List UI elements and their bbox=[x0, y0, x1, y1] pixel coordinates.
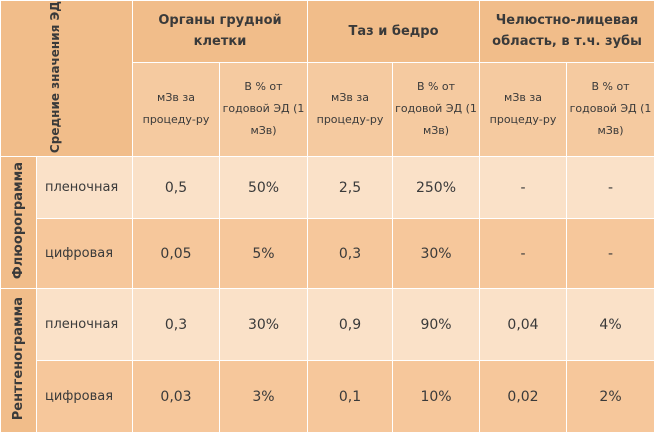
table-row: цифровая 0,05 5% 0,3 30% - - bbox=[1, 219, 654, 289]
group-header-maxillofacial: Челюстно-лицевая область, в т.ч. зубы bbox=[480, 1, 654, 63]
section-label-fluorography: Флюорограмма bbox=[1, 157, 37, 289]
value-cell: 10% bbox=[393, 361, 480, 433]
value-cell: - bbox=[480, 219, 567, 289]
group-header-pelvis: Таз и бедро bbox=[308, 1, 480, 63]
value-cell: - bbox=[567, 157, 654, 219]
value-cell: 0,1 bbox=[308, 361, 393, 433]
corner-label: Средние значения ЭД bbox=[48, 1, 86, 153]
subheader-percent-annual: В % от годовой ЭД (1 мЗв) bbox=[567, 62, 654, 157]
value-cell: 0,3 bbox=[308, 219, 393, 289]
value-cell: - bbox=[567, 219, 654, 289]
table-row: Рентгенограмма пленочная 0,3 30% 0,9 90%… bbox=[1, 289, 654, 361]
value-cell: 0,03 bbox=[133, 361, 220, 433]
group-header-chest: Органы грудной клетки bbox=[133, 1, 308, 63]
section-label-text: Рентгенограмма bbox=[11, 297, 26, 420]
table-row: цифровая 0,03 3% 0,1 10% 0,02 2% bbox=[1, 361, 654, 433]
page: Средние значения ЭД Органы грудной клетк… bbox=[0, 0, 654, 423]
row-type-label: цифровая bbox=[37, 219, 133, 289]
value-cell: 30% bbox=[220, 289, 308, 361]
value-cell: 0,04 bbox=[480, 289, 567, 361]
value-cell: 0,05 bbox=[133, 219, 220, 289]
value-cell: 3% bbox=[220, 361, 308, 433]
subheader-percent-annual: В % от годовой ЭД (1 мЗв) bbox=[393, 62, 480, 157]
value-cell: 0,9 bbox=[308, 289, 393, 361]
section-label-radiography: Рентгенограмма bbox=[1, 289, 37, 433]
value-cell: - bbox=[480, 157, 567, 219]
subheader-per-procedure: мЗв за процеду-ру bbox=[480, 62, 567, 157]
value-cell: 50% bbox=[220, 157, 308, 219]
value-cell: 250% bbox=[393, 157, 480, 219]
value-cell: 0,02 bbox=[480, 361, 567, 433]
value-cell: 5% bbox=[220, 219, 308, 289]
subheader-percent-annual: В % от годовой ЭД (1 мЗв) bbox=[220, 62, 308, 157]
row-type-label: пленочная bbox=[37, 289, 133, 361]
row-type-label: пленочная bbox=[37, 157, 133, 219]
value-cell: 4% bbox=[567, 289, 654, 361]
row-type-label: цифровая bbox=[37, 361, 133, 433]
value-cell: 90% bbox=[393, 289, 480, 361]
subheader-per-procedure: мЗв за процеду-ру bbox=[308, 62, 393, 157]
section-label-text: Флюорограмма bbox=[11, 162, 26, 279]
value-cell: 2,5 bbox=[308, 157, 393, 219]
table-row: Флюорограмма пленочная 0,5 50% 2,5 250% … bbox=[1, 157, 654, 219]
subheader-per-procedure: мЗв за процеду-ру bbox=[133, 62, 220, 157]
value-cell: 30% bbox=[393, 219, 480, 289]
value-cell: 2% bbox=[567, 361, 654, 433]
header-row-groups: Средние значения ЭД Органы грудной клетк… bbox=[1, 1, 654, 63]
corner-header-cell: Средние значения ЭД bbox=[1, 1, 133, 157]
value-cell: 0,5 bbox=[133, 157, 220, 219]
value-cell: 0,3 bbox=[133, 289, 220, 361]
